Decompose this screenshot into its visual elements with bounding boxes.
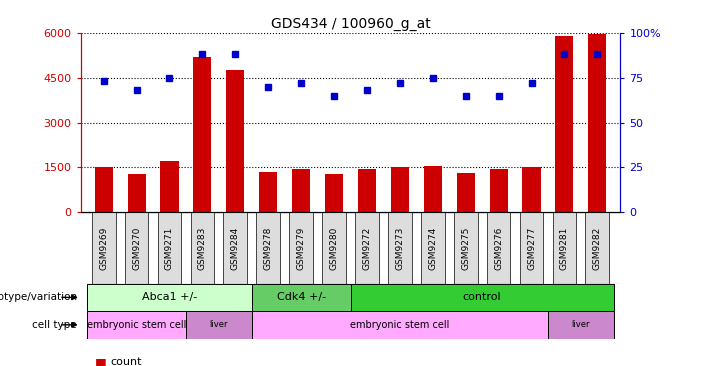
FancyBboxPatch shape [158,212,182,284]
Bar [259,172,278,212]
FancyBboxPatch shape [191,212,215,284]
Text: control: control [463,292,501,302]
Text: GSM9274: GSM9274 [428,226,437,270]
Text: count: count [110,357,142,366]
Text: embryonic stem cell: embryonic stem cell [87,320,186,330]
Text: GSM9276: GSM9276 [494,226,503,270]
Bar [186,311,252,339]
FancyBboxPatch shape [519,212,543,284]
Bar [522,168,540,212]
Bar [252,284,350,311]
Bar [292,169,310,212]
Text: GSM9277: GSM9277 [527,226,536,270]
FancyBboxPatch shape [585,212,609,284]
Bar [252,311,548,339]
Text: GSM9271: GSM9271 [165,226,174,270]
FancyBboxPatch shape [552,212,576,284]
Bar [489,169,508,212]
Text: liver: liver [571,320,590,329]
Text: GSM9282: GSM9282 [593,226,602,270]
FancyBboxPatch shape [355,212,379,284]
Bar [588,34,606,212]
Title: GDS434 / 100960_g_at: GDS434 / 100960_g_at [271,16,430,30]
Bar [391,168,409,212]
Text: ■: ■ [95,356,107,366]
FancyBboxPatch shape [454,212,477,284]
FancyBboxPatch shape [421,212,444,284]
Text: GSM9279: GSM9279 [297,226,306,270]
FancyBboxPatch shape [257,212,280,284]
FancyBboxPatch shape [224,212,247,284]
Text: liver: liver [210,320,228,329]
Bar [456,173,475,212]
FancyBboxPatch shape [290,212,313,284]
FancyBboxPatch shape [125,212,149,284]
Bar [350,284,614,311]
Bar [95,167,113,212]
Bar [548,311,614,339]
Text: genotype/variation: genotype/variation [0,292,77,302]
FancyBboxPatch shape [92,212,116,284]
Text: GSM9275: GSM9275 [461,226,470,270]
Bar [423,166,442,212]
Text: GSM9278: GSM9278 [264,226,273,270]
Text: Abca1 +/-: Abca1 +/- [142,292,197,302]
Bar [161,161,179,212]
FancyBboxPatch shape [486,212,510,284]
Bar [555,36,573,212]
Text: GSM9283: GSM9283 [198,226,207,270]
FancyBboxPatch shape [388,212,411,284]
Text: GSM9273: GSM9273 [395,226,404,270]
Text: GSM9272: GSM9272 [362,226,372,270]
Text: embryonic stem cell: embryonic stem cell [350,320,449,330]
Bar [128,174,146,212]
Bar [358,169,376,212]
Bar [325,174,343,212]
Bar [87,284,252,311]
Bar [193,57,212,212]
Text: GSM9284: GSM9284 [231,226,240,270]
Text: GSM9270: GSM9270 [132,226,141,270]
Bar [87,311,186,339]
Text: GSM9281: GSM9281 [560,226,569,270]
Text: GSM9269: GSM9269 [99,226,108,270]
Text: GSM9280: GSM9280 [329,226,339,270]
FancyBboxPatch shape [322,212,346,284]
Text: Cdk4 +/-: Cdk4 +/- [277,292,326,302]
Bar [226,70,245,212]
Text: cell type: cell type [32,320,77,330]
